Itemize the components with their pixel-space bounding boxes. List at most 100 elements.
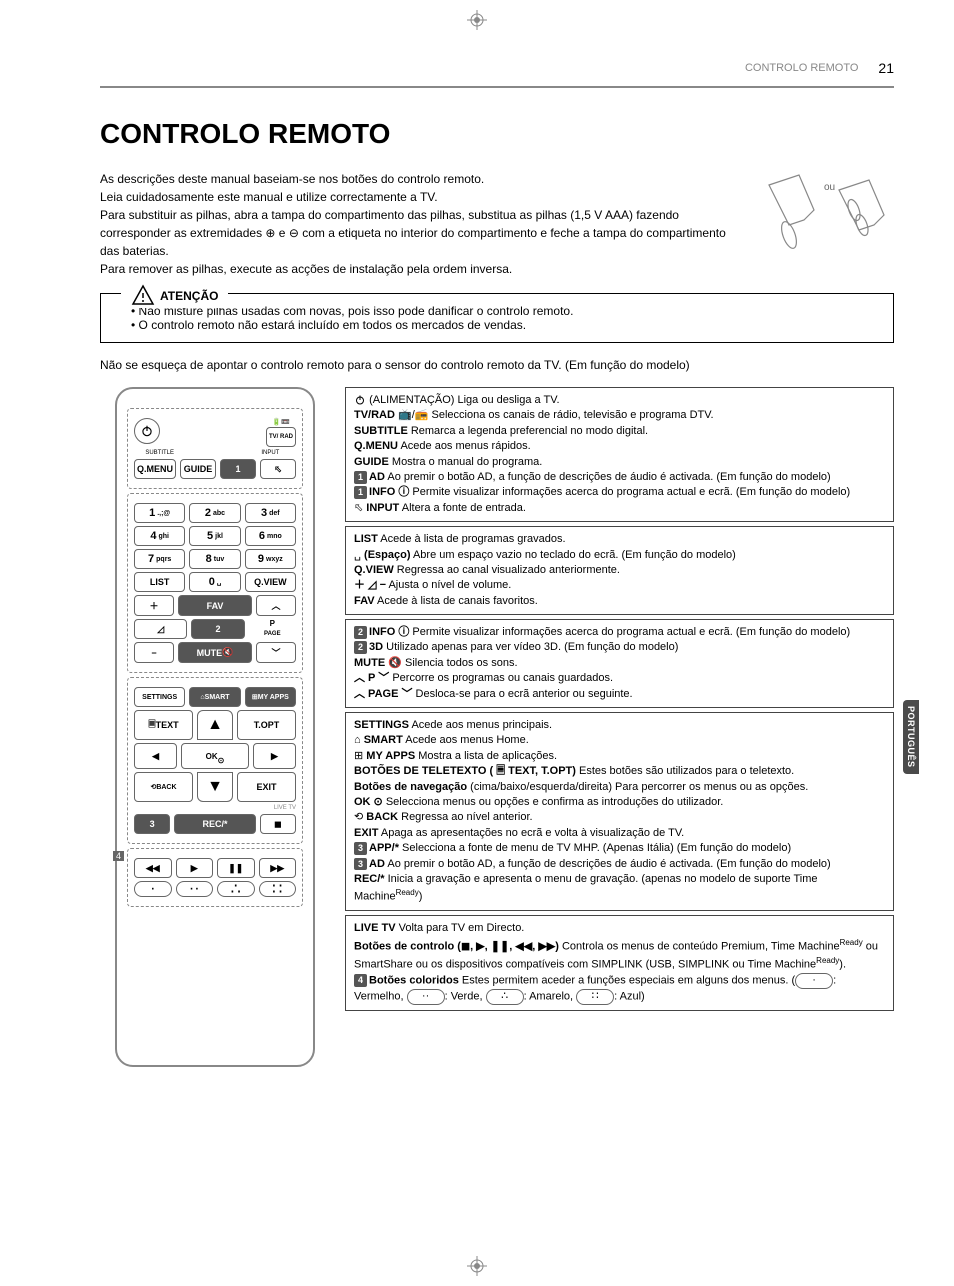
remote-zone-3: SETTINGS ⌂SMART ⊞MY APPS 🗏 TEXT ▲ T.OPT …	[127, 677, 303, 844]
blue-pill: ∷	[576, 989, 614, 1005]
remote-zone-2: 1.,;@ 2abc 3def 4ghi 5jkl 6mno 7pqrs 8tu…	[127, 493, 303, 673]
mute-label: MUTE	[354, 657, 385, 669]
intro-line: Para substituir as pilhas, abra a tampa …	[100, 206, 734, 260]
remote-body: 🔋📼 TV/ RAD SUBTITLE INPUT Q.MENU GUIDE 1…	[115, 387, 315, 1067]
key-3: 3def	[245, 503, 296, 523]
battery-or-label: ou	[824, 182, 835, 193]
battery-illustration: ou	[754, 170, 894, 270]
desc-text: Selecciona a fonte de menu de TV MHP. (A…	[399, 842, 791, 854]
settings-button: SETTINGS	[134, 687, 185, 707]
desc-text: Permite visualizar informações acerca do…	[409, 626, 850, 638]
desc-text: Acede aos menus rápidos.	[398, 440, 531, 452]
ok-button: OK⊙	[181, 743, 249, 769]
caution-item: O controlo remoto não estará incluído em…	[131, 318, 873, 332]
guide-label: GUIDE	[354, 456, 389, 468]
desc-text: Abre um espaço vazio no teclado do ecrã.…	[411, 549, 736, 561]
battery-svg: ou	[754, 170, 894, 270]
desc-text: Controla os menus de conteúdo Premium, T…	[559, 940, 840, 952]
desc-block-1: (ALIMENTAÇÃO) Liga ou desliga a TV. TV/R…	[345, 387, 894, 522]
intro-line: Leia cuidadosamente este manual e utiliz…	[100, 188, 734, 206]
key-5: 5jkl	[189, 526, 240, 546]
desc-text: Regressa ao canal visualizado anteriorme…	[394, 564, 620, 576]
nav-left-button: ◀	[134, 743, 177, 769]
power-button	[134, 418, 160, 444]
badge-4: 4	[354, 974, 367, 987]
badge-3: 3	[354, 858, 367, 871]
pause-button: ❚❚	[217, 858, 255, 878]
stop-button: ◼	[260, 814, 296, 834]
page-down-button: ﹀	[256, 642, 296, 663]
desc-text: Remarca a legenda preferencial no modo d…	[408, 425, 648, 437]
text-button: 🗏 TEXT	[134, 710, 193, 740]
red-button: ·	[134, 881, 172, 897]
page-container: CONTROLO REMOTO 21 CONTROLO REMOTO As de…	[20, 20, 954, 1107]
desc-text: )	[419, 891, 423, 903]
back-label: BACK	[366, 811, 398, 823]
key-0: 0␣	[189, 572, 240, 592]
page-label: ︿ PAGE ﹀	[354, 688, 412, 700]
input-label: INPUT	[366, 502, 399, 514]
mute-button: MUTE 🔇	[178, 642, 252, 663]
settings-label: SETTINGS	[354, 719, 409, 731]
main-row: 🔋📼 TV/ RAD SUBTITLE INPUT Q.MENU GUIDE 1…	[100, 387, 894, 1067]
space-label: (Espaço)	[364, 549, 410, 561]
fav-label: FAV	[354, 595, 375, 607]
desc-text: Utilizado apenas para ver vídeo 3D. (Em …	[383, 641, 678, 653]
input-label: INPUT	[245, 450, 296, 456]
intro-row: As descrições deste manual baseiam-se no…	[100, 170, 894, 278]
desc-text: Regressa ao nível anterior.	[398, 811, 533, 823]
p-label: ︿ P ﹀	[354, 672, 389, 684]
red-pill: ·	[795, 973, 833, 989]
desc-text: Ajusta o nível de volume.	[386, 579, 511, 591]
list-label: LIST	[354, 533, 378, 545]
warning-icon	[131, 284, 155, 308]
desc-text: ).	[839, 958, 846, 970]
power-icon	[140, 424, 154, 438]
note-text: Não se esqueça de apontar o controlo rem…	[100, 358, 894, 372]
play-button: ▶	[176, 858, 214, 878]
desc-text: Estes botões são utilizados para o telet…	[576, 765, 794, 777]
caution-text: ATENÇÃO	[160, 289, 218, 303]
nav-label: Botões de navegação	[354, 781, 467, 793]
desc-block-4: SETTINGS Acede aos menus principais. ⌂ S…	[345, 712, 894, 911]
callout-4: 4	[113, 851, 124, 861]
caution-item: Não misture pilhas usadas com novas, poi…	[131, 304, 873, 318]
key-1: 1.,;@	[134, 503, 185, 523]
desc-text: : Amarelo,	[524, 990, 577, 1002]
running-header: CONTROLO REMOTO 21	[100, 60, 894, 86]
vol-icon: ◿	[134, 619, 187, 639]
myapps-button: ⊞MY APPS	[245, 687, 296, 707]
desc-text: : Verde,	[445, 990, 486, 1002]
forward-button: ▶▶	[259, 858, 297, 878]
smart-button: ⌂SMART	[189, 687, 240, 707]
nav-down-button: ▼	[197, 772, 233, 802]
desc-text: Estes permitem aceder a funções especiai…	[459, 974, 795, 986]
3d-label: 3D	[369, 641, 383, 653]
desc-text: Ao premir o botão AD, a função de descri…	[385, 858, 831, 870]
qview-button: Q.VIEW	[245, 572, 296, 592]
nav-right-button: ▶	[253, 743, 296, 769]
badge-3: 3	[354, 842, 367, 855]
intro-line: As descrições deste manual baseiam-se no…	[100, 170, 734, 188]
desc-block-2: LIST Acede à lista de programas gravados…	[345, 526, 894, 615]
desc-text: Silencia todos os sons.	[402, 657, 518, 669]
badge-2: 2	[191, 619, 244, 639]
info-label: INFO ⓘ	[369, 486, 409, 498]
input-button: ⬁	[260, 459, 296, 479]
list-button: LIST	[134, 572, 185, 592]
desc-text: Mostra o manual do programa.	[389, 456, 542, 468]
info-label: INFO ⓘ	[369, 626, 409, 638]
header-rule	[100, 86, 894, 88]
exit-label: EXIT	[354, 827, 378, 839]
desc-text: Acede à lista de programas gravados.	[378, 533, 566, 545]
badge-2: 2	[354, 626, 367, 639]
desc-text: Percorre os programas ou canais guardado…	[389, 672, 613, 684]
exit-button: EXIT	[237, 772, 296, 802]
green-button: ··	[176, 881, 214, 897]
key-9: 9wxyz	[245, 549, 296, 569]
desc-text: Acede aos menus Home.	[403, 734, 529, 746]
tvrad-label: TV/RAD	[354, 409, 395, 421]
language-tab: PORTUGUÊS	[903, 700, 919, 774]
badge-1: 1	[354, 486, 367, 499]
yellow-pill: ∴	[486, 989, 524, 1005]
